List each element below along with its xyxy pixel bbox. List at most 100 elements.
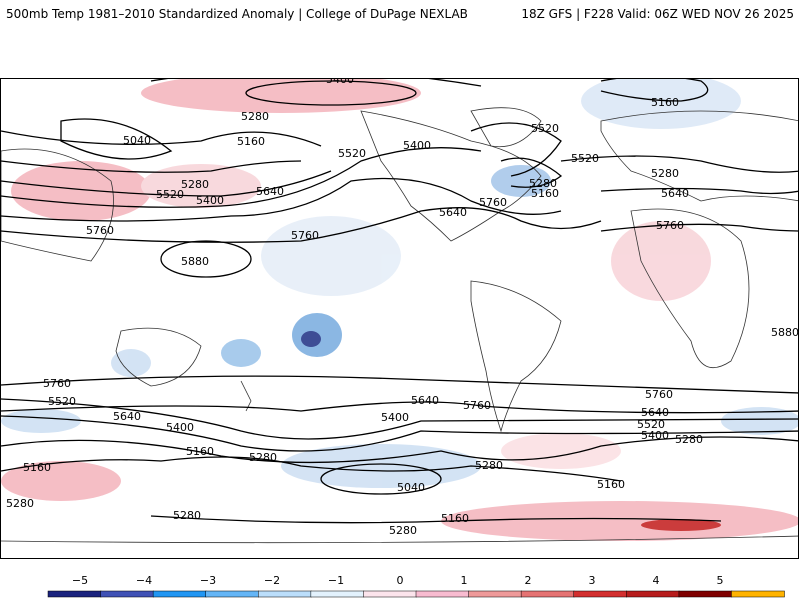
contour-label: 5760 [645, 388, 673, 401]
contour-label: 5280 [651, 167, 679, 180]
contour-5640-east [600, 187, 798, 195]
map-title: 500mb Temp 1981–2010 Standardized Anomal… [6, 7, 468, 21]
contour-5160-south [1, 456, 622, 482]
anomaly-patch [491, 165, 551, 197]
colorbar-swatch [520, 590, 575, 598]
contour-label: 5520 [48, 395, 76, 408]
contour-label: 5400 [166, 421, 194, 434]
colorbar-swatch [47, 590, 102, 598]
colorbar-swatch [468, 590, 522, 598]
colorbar-ticks: −5 −4 −3 −2 −1 0 1 2 3 4 5 [72, 574, 724, 587]
colorbar-swatch [731, 590, 785, 598]
contour-label: 5280 [475, 459, 503, 472]
contour-label: 5760 [479, 196, 507, 209]
contour-5280-bottom [150, 515, 722, 524]
colorbar: −5 −4 −3 −2 −1 0 1 2 3 4 5 [47, 574, 785, 598]
contour-label: 5160 [531, 187, 559, 200]
contour-label: 5160 [441, 512, 469, 525]
contour-5040-loop [60, 118, 173, 160]
new-zealand-outline [240, 380, 252, 412]
anomaly-patch [721, 407, 798, 435]
colorbar-swatch [258, 590, 312, 598]
anomaly-patch [641, 519, 721, 531]
contour-label: 5760 [656, 219, 684, 232]
colorbar-tick: 5 [717, 574, 724, 587]
contour-label: 5400 [196, 194, 224, 207]
anomaly-patch [141, 79, 421, 113]
contour-5400-east [470, 122, 562, 177]
contour-label: 5040 [123, 134, 151, 147]
anomaly-patch [1, 461, 121, 501]
contour-5760-south [1, 375, 798, 394]
colorbar-tick: −3 [200, 574, 216, 587]
contour-label: 5520 [637, 418, 665, 431]
contour-5160-east [600, 79, 709, 102]
colorbar-swatch [415, 590, 470, 598]
australia-outline [115, 327, 202, 387]
colorbar-tick: −4 [136, 574, 152, 587]
contour-label: 5160 [651, 96, 679, 109]
eurasia-outline [600, 110, 798, 202]
colorbar-swatch [100, 590, 154, 598]
contour-5520-east [560, 155, 798, 173]
africa-outline [630, 208, 750, 369]
contour-5280-west [1, 160, 302, 173]
anomaly-patch [301, 331, 321, 347]
contour-label: 5520 [571, 152, 599, 165]
contour-label: 5640 [256, 185, 284, 198]
contour-label: 5520 [156, 188, 184, 201]
south-america-outline [470, 280, 562, 433]
contour-label: 5280 [675, 433, 703, 446]
asia-west-outline [1, 148, 114, 262]
antarctica-outline [1, 535, 798, 544]
contour-5280-south [1, 436, 798, 464]
contour-label: 5640 [113, 410, 141, 423]
contour-label: 5640 [439, 206, 467, 219]
contour-label: 5160 [237, 135, 265, 148]
contour-5400-west [1, 170, 332, 197]
contour-label: 5400 [641, 429, 669, 442]
height-contours [1, 79, 798, 524]
contour-label: 5280 [173, 509, 201, 522]
header: 500mb Temp 1981–2010 Standardized Anomal… [0, 0, 800, 30]
contour-label: 5760 [43, 377, 71, 390]
contour-label: 5160 [597, 478, 625, 491]
contour-label: 5280 [389, 524, 417, 537]
anomaly-map: 5280 5400 5280 5160 5040 5520 5400 5160 … [1, 79, 798, 544]
anomaly-patch [221, 339, 261, 367]
contour-5880-closed [160, 240, 252, 278]
colorbar-swatch [573, 590, 628, 598]
colorbar-swatch [205, 590, 260, 598]
anomaly-patch [11, 161, 151, 221]
contour-label: 5280 [6, 497, 34, 510]
contour-label: 5400 [403, 139, 431, 152]
contour-5520-west [1, 147, 482, 208]
colorbar-tick: −5 [72, 574, 88, 587]
anomaly-patch [441, 501, 798, 541]
contour-label: 5400 [381, 411, 409, 424]
colorbar-tick: −2 [264, 574, 280, 587]
coastlines [1, 107, 798, 544]
colorbar-tick: 1 [461, 574, 468, 587]
colorbar-tick: 4 [653, 574, 660, 587]
contour-label: 5640 [411, 394, 439, 407]
greenland-outline [470, 107, 542, 148]
contour-label: 5280 [529, 177, 557, 190]
colorbar-tick: −1 [328, 574, 344, 587]
north-america-outline [360, 110, 542, 242]
contour-label: 5760 [291, 229, 319, 242]
contour-5520-south [1, 398, 798, 440]
anomaly-patch [1, 409, 81, 433]
contour-label: 5760 [463, 399, 491, 412]
colorbar-tick: 0 [397, 574, 404, 587]
contour-label: 5640 [661, 187, 689, 200]
anomaly-patch [501, 433, 621, 469]
anomaly-patch [111, 349, 151, 377]
run-info: 18Z GFS | F228 Valid: 06Z WED NOV 26 202… [521, 7, 794, 21]
colorbar-swatches [47, 590, 785, 598]
colorbar-swatch [152, 590, 207, 598]
colorbar-tick: 2 [525, 574, 532, 587]
contour-label: 5280 [181, 178, 209, 191]
contour-5040-closed [320, 463, 442, 495]
anomaly-patch [611, 221, 711, 301]
